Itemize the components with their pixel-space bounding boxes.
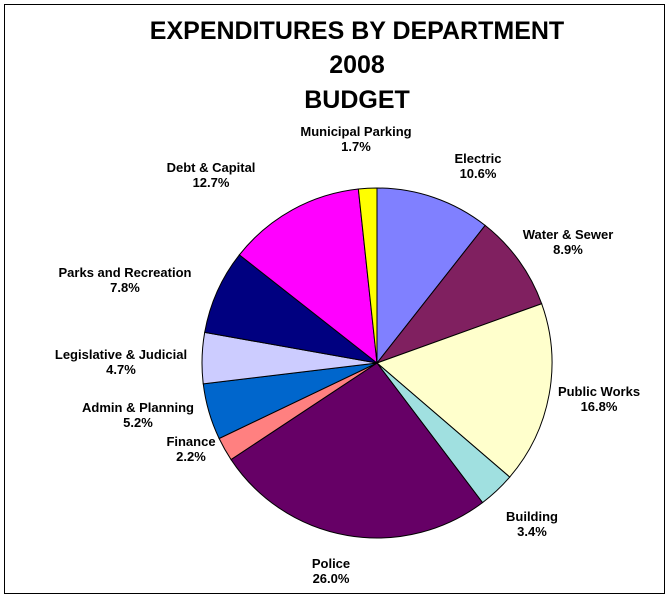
slice-label: Legislative & Judicial 4.7% xyxy=(55,347,187,377)
slice-label-name: Debt & Capital xyxy=(167,160,256,175)
pie-slices xyxy=(201,187,553,539)
slice-label-value: 4.7% xyxy=(106,362,136,377)
slice-label-value: 7.8% xyxy=(110,280,140,295)
slice-label-name: Building xyxy=(506,509,558,524)
slice-label-name: Finance xyxy=(166,434,215,449)
pie-slice-debt-capital xyxy=(238,188,378,365)
slice-label-value: 26.0% xyxy=(313,571,350,586)
pie-slice-public-works xyxy=(376,303,553,478)
slice-label: Municipal Parking 1.7% xyxy=(300,124,411,154)
slice-label-name: Electric xyxy=(455,151,502,166)
slice-label-name: Legislative & Judicial xyxy=(55,347,187,362)
slice-label-value: 16.8% xyxy=(581,399,618,414)
slice-label: Finance 2.2% xyxy=(166,434,215,464)
slice-label-value: 12.7% xyxy=(193,175,230,190)
pie-slice-electric xyxy=(376,187,486,365)
title-line-3: BUDGET xyxy=(304,86,410,114)
pie-slice-water-sewer xyxy=(375,224,543,365)
slice-label-name: Admin & Planning xyxy=(82,400,194,415)
slice-label-value: 3.4% xyxy=(517,524,547,539)
slice-label: Electric 10.6% xyxy=(455,151,502,181)
slice-labels: Electric 10.6% Water & Sewer 8.9% Public Wor… xyxy=(55,124,640,586)
slice-label-name: Public Works xyxy=(558,384,640,399)
slice-label: Parks and Recreation 7.8% xyxy=(59,265,192,295)
chart-title: EXPENDITURES BY DEPARTMENT 2008 BUDGET xyxy=(150,17,564,114)
title-line-1: EXPENDITURES BY DEPARTMENT xyxy=(150,17,564,45)
slice-label: Police 26.0% xyxy=(312,556,350,586)
title-line-2: 2008 xyxy=(329,51,385,79)
slice-label-value: 2.2% xyxy=(176,449,206,464)
slice-label-name: Parks and Recreation xyxy=(59,265,192,280)
pie-chart: EXPENDITURES BY DEPARTMENT 2008 BUDGET E… xyxy=(55,17,640,586)
slice-label: Water & Sewer 8.9% xyxy=(523,227,614,257)
slice-label-value: 5.2% xyxy=(123,415,153,430)
slice-label: Building 3.4% xyxy=(506,509,558,539)
slice-label: Public Works 16.8% xyxy=(558,384,640,414)
slice-label-value: 10.6% xyxy=(460,166,497,181)
pie-slice-police xyxy=(230,362,484,539)
slice-label: Admin & Planning 5.2% xyxy=(82,400,194,430)
pie-slice-municipal-parking xyxy=(357,187,378,364)
slice-label-name: Water & Sewer xyxy=(523,227,614,242)
slice-label-value: 8.9% xyxy=(553,242,583,257)
slice-label-name: Municipal Parking xyxy=(300,124,411,139)
slice-label: Debt & Capital 12.7% xyxy=(167,160,256,190)
chart-frame: EXPENDITURES BY DEPARTMENT 2008 BUDGET E… xyxy=(4,4,665,594)
slice-label-name: Police xyxy=(312,556,350,571)
slice-label-value: 1.7% xyxy=(341,139,371,154)
